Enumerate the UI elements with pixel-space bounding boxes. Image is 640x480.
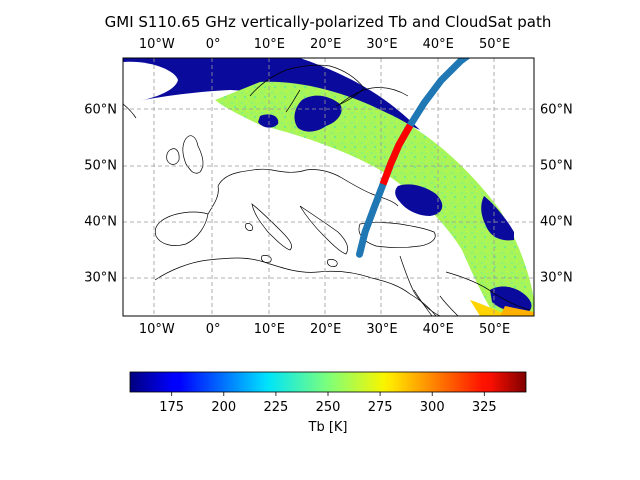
coastline-greenland-edge	[123, 103, 137, 119]
cloudsat-track-highlight	[379, 123, 414, 186]
coastline-levant	[399, 255, 441, 316]
gmi-swath	[123, 58, 534, 316]
coastline-balkans	[299, 205, 348, 255]
coastline-red-sea	[413, 289, 459, 316]
lat-tick-label-right: 50°N	[540, 159, 573, 174]
coastline-continent	[207, 168, 399, 215]
map-area: 10°W 0° 10°E 20°E 30°E 40°E 50°E 10°W 0° 10°E 20°…	[84, 37, 573, 337]
coastline-ireland	[166, 148, 180, 165]
colorbar-tick-label: 175	[159, 400, 184, 415]
lat-tick-labels-right: 30°N 40°N 50°N 60°N	[540, 102, 573, 285]
lon-tick-label-bottom: 50°E	[479, 322, 510, 337]
lat-tick-label-left: 60°N	[84, 102, 117, 117]
lon-tick-label-top: 40°E	[423, 37, 454, 52]
lon-tick-label-bottom: 20°E	[310, 322, 341, 337]
lon-tick-label-bottom: 10°E	[254, 322, 285, 337]
coastline-mediterranean-islands	[245, 223, 338, 267]
coastline-north-africa	[154, 257, 437, 316]
lon-tick-label-top: 20°E	[310, 37, 341, 52]
colorbar-tick-label: 325	[472, 400, 497, 415]
plot-title: GMI S110.65 GHz vertically-polarized Tb …	[105, 13, 552, 31]
lon-tick-label-bottom: 10°W	[139, 322, 175, 337]
coastline-britain	[182, 135, 204, 174]
coastline-italy	[251, 203, 292, 251]
lat-tick-label-right: 30°N	[540, 271, 573, 286]
baltic-sea	[294, 95, 342, 132]
colorbar-tick-label: 225	[263, 400, 288, 415]
colorbar-label: Tb [K]	[308, 420, 348, 435]
lat-tick-label-right: 40°N	[540, 215, 573, 230]
lon-tick-label-top: 50°E	[479, 37, 510, 52]
lon-tick-label-bottom: 30°E	[366, 322, 397, 337]
colorbar-tick-label: 200	[211, 400, 236, 415]
lon-tick-label-bottom: 0°	[206, 322, 221, 337]
colorbar-tick-label: 250	[316, 400, 341, 415]
coastline-finland	[339, 87, 409, 105]
lon-tick-labels-bottom: 10°W 0° 10°E 20°E 30°E 40°E 50°E	[139, 322, 510, 337]
swath-ocean-north	[123, 58, 420, 130]
swath-gap	[123, 61, 178, 104]
gulf-water	[258, 114, 279, 128]
coastline-arabia	[445, 271, 531, 311]
cloudsat-path	[356, 58, 471, 258]
lon-tick-label-bottom: 40°E	[423, 322, 454, 337]
lon-tick-label-top: 10°E	[254, 37, 285, 52]
lat-tick-label-left: 40°N	[84, 215, 117, 230]
lat-tick-labels-left: 30°N 40°N 50°N 60°N	[84, 102, 117, 285]
coastline-turkey	[358, 222, 436, 248]
lon-tick-labels-top: 10°W 0° 10°E 20°E 30°E 40°E 50°E	[139, 37, 510, 52]
colorbar-gradient	[129, 371, 527, 393]
persian-gulf	[490, 286, 532, 313]
colorbar-tick-label: 300	[420, 400, 445, 415]
lon-tick-label-top: 30°E	[366, 37, 397, 52]
coastline-iberia	[154, 211, 209, 246]
coastline-scandinavia	[249, 64, 365, 113]
lon-tick-label-top: 10°W	[139, 37, 175, 52]
map-frame	[122, 57, 535, 317]
black-sea	[395, 184, 443, 216]
lat-tick-label-left: 50°N	[84, 159, 117, 174]
swath-warm-edge-2	[500, 306, 534, 316]
colorbar-tick-label: 275	[368, 400, 393, 415]
lon-tick-label-top: 0°	[206, 37, 221, 52]
colorbar: 175 200 225 250 275 300 325 Tb [K]	[129, 371, 527, 435]
lat-tick-label-right: 60°N	[540, 102, 573, 117]
coastlines	[123, 64, 531, 316]
swath-warm-edge	[470, 300, 510, 316]
caspian-sea	[481, 196, 514, 241]
colorbar-ticks: 175 200 225 250 275 300 325	[159, 392, 497, 415]
lat-tick-label-left: 30°N	[84, 271, 117, 286]
